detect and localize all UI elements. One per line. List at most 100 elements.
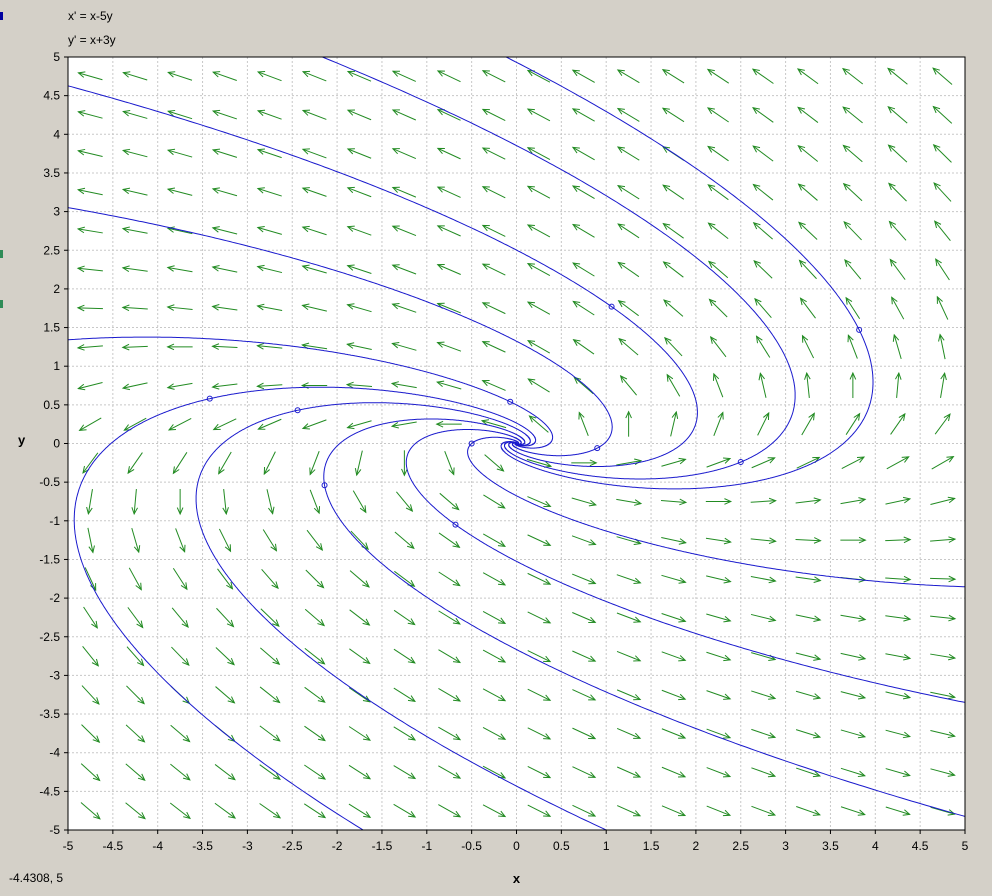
field-arrow-head	[573, 376, 582, 384]
field-arrow	[616, 650, 642, 662]
field-arrow	[885, 496, 912, 505]
field-arrow	[573, 376, 594, 395]
field-arrow-head	[767, 771, 777, 778]
field-arrow	[436, 380, 462, 390]
field-arrow-head	[273, 811, 282, 819]
field-arrow	[661, 613, 687, 623]
field-arrow-shaft	[527, 804, 551, 817]
x-tick-label: 3.5	[822, 839, 839, 853]
field-arrow	[346, 264, 372, 274]
trajectory-curve	[68, 207, 613, 457]
field-arrow-shaft	[437, 147, 461, 160]
field-arrow-shaft	[527, 340, 551, 354]
field-arrow-shaft	[795, 576, 821, 582]
field-arrow-shaft	[757, 412, 770, 436]
trajectory-curve	[73, 386, 537, 830]
field-arrow-head	[712, 372, 720, 381]
field-arrow-head	[316, 580, 325, 589]
field-arrow-shaft	[438, 765, 461, 779]
field-arrow-shaft	[527, 108, 551, 122]
field-arrow-head	[121, 383, 131, 391]
field-arrow-shaft	[616, 498, 642, 505]
field-arrow-head	[858, 615, 867, 622]
x-tick-label: 1.5	[643, 839, 660, 853]
field-arrow-head	[346, 303, 355, 310]
field-arrow-head	[857, 731, 867, 739]
field-arrow-head	[166, 383, 175, 390]
field-arrow-head	[663, 299, 671, 307]
field-arrow-head	[498, 617, 507, 625]
field-arrow-shaft	[437, 303, 461, 314]
field-arrow	[663, 299, 684, 317]
field-arrow	[664, 336, 683, 357]
field-arrow	[619, 374, 637, 396]
field-arrow	[707, 260, 729, 279]
field-arrow-head	[666, 373, 674, 382]
field-arrow-shaft	[304, 764, 326, 780]
field-arrow-head	[76, 187, 86, 195]
field-arrow-shaft	[526, 458, 552, 467]
field-arrow-head	[572, 300, 581, 308]
field-arrow	[391, 303, 417, 313]
field-arrow-shaft	[616, 766, 641, 778]
field-arrow	[661, 107, 685, 123]
field-arrow	[755, 335, 771, 358]
field-arrow-shaft	[482, 302, 506, 315]
field-arrow-shaft	[127, 607, 144, 628]
field-arrow-head	[256, 382, 265, 390]
field-arrow-head	[137, 696, 145, 705]
field-arrow-head	[808, 412, 815, 421]
field-arrow-head	[408, 772, 417, 780]
x-tick-label: -3.5	[192, 839, 213, 853]
field-arrow-head	[671, 410, 679, 419]
field-arrow-head	[767, 457, 776, 464]
field-arrow-head	[363, 811, 372, 818]
field-arrow-head	[616, 69, 625, 76]
field-arrow	[301, 303, 327, 312]
field-arrow-shaft	[527, 263, 551, 277]
field-arrow-shaft	[885, 729, 910, 738]
field-arrow-head	[301, 70, 311, 78]
field-arrow-shaft	[707, 69, 730, 84]
field-arrow-shaft	[167, 227, 193, 235]
field-arrow	[571, 108, 595, 122]
field-arrow	[167, 71, 193, 81]
field-arrow-head	[346, 342, 355, 349]
field-arrow	[890, 412, 906, 435]
y-tick-label: 0.5	[43, 398, 60, 412]
field-arrow-shaft	[167, 149, 193, 158]
field-arrow-shaft	[573, 339, 595, 355]
field-arrow	[752, 221, 773, 240]
field-arrow-head	[121, 265, 130, 272]
field-arrow-head	[797, 106, 806, 114]
field-arrow-shaft	[527, 572, 551, 585]
field-arrow-head	[842, 144, 851, 153]
field-arrow-head	[91, 658, 100, 667]
field-arrow-head	[407, 656, 416, 664]
field-arrow	[616, 69, 640, 84]
field-arrow-shaft	[438, 649, 461, 663]
field-arrow-head	[812, 770, 822, 778]
field-arrow	[572, 612, 597, 623]
field-arrow-head	[902, 731, 912, 739]
field-arrow	[391, 109, 417, 121]
field-arrow-shaft	[840, 767, 865, 777]
field-arrow-shaft	[259, 764, 281, 780]
field-arrow	[712, 372, 724, 398]
field-arrow-shaft	[616, 612, 641, 623]
field-arrow-shaft	[482, 804, 506, 817]
field-arrow-head	[212, 71, 221, 78]
field-arrow	[211, 304, 238, 311]
field-arrow-head	[723, 693, 732, 700]
field-arrow-shaft	[87, 527, 94, 553]
field-arrow-shaft	[845, 297, 861, 320]
field-arrow-head	[408, 733, 417, 741]
field-arrow-shaft	[392, 109, 417, 121]
field-arrow-shaft	[215, 686, 235, 704]
field-arrow-shaft	[78, 150, 103, 158]
field-arrow-head	[391, 303, 400, 310]
field-arrow-head	[77, 148, 86, 156]
field-arrow-head	[947, 731, 956, 739]
field-arrow-shaft	[572, 573, 596, 584]
